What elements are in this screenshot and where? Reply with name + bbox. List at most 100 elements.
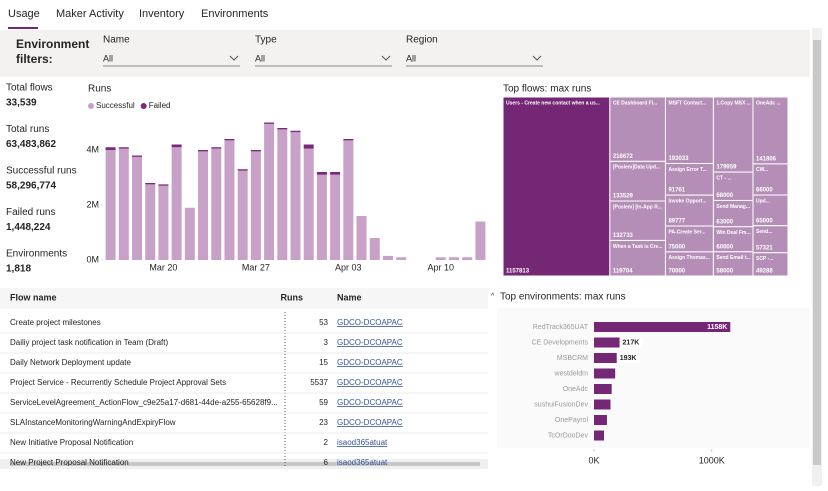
cell-link[interactable]: GDCO-DCOAPAC <box>337 338 403 347</box>
bar-segment <box>462 257 473 260</box>
bar-segment <box>356 216 367 260</box>
cell-value: 119704 <box>613 269 633 275</box>
chart-title: Top environments: max runs <box>500 292 626 303</box>
cell-link[interactable]: GDCO-DCOAPAC <box>337 378 403 387</box>
bar[interactable] <box>594 322 731 332</box>
tab[interactable]: Inventory <box>139 8 185 20</box>
bar-segment <box>211 148 222 260</box>
value-label: 217K <box>623 339 640 346</box>
cell: ServiceLevelAgreement_ActionFlow_c9e25a1… <box>10 398 278 407</box>
cell-name: When a Task is Cre... <box>613 244 663 250</box>
bar-segment <box>475 221 486 260</box>
column-header[interactable]: Flow name <box>10 292 57 302</box>
y-tick-label: OnePayrol <box>555 417 589 424</box>
cell-value: 63000 <box>716 219 733 225</box>
cell-link[interactable]: GDCO-DCOAPAC <box>337 398 403 407</box>
cell: 59 <box>319 398 328 407</box>
label-bg <box>620 337 643 348</box>
treemap-cell[interactable] <box>752 194 789 227</box>
cell-link[interactable]: GDCO-DCOAPAC <box>337 318 403 327</box>
bar-segment <box>250 150 261 152</box>
y-tick-label: MSBCRM <box>557 355 588 362</box>
treemap-cell[interactable] <box>712 226 754 253</box>
kpi-label: Successful runs <box>6 166 77 177</box>
bar-segment <box>224 140 235 260</box>
bar-segment <box>303 148 314 260</box>
bar[interactable] <box>594 399 611 410</box>
value-label: 1158K <box>707 324 727 331</box>
label-bg <box>617 353 640 363</box>
treemap-cell[interactable] <box>609 96 666 162</box>
y-tick-label: sushuiFusionDev <box>534 401 588 408</box>
tab[interactable]: Maker Activity <box>56 8 124 20</box>
bar-segment <box>382 255 393 260</box>
h-scroll-thumb[interactable] <box>10 462 480 466</box>
bar[interactable] <box>594 415 607 425</box>
cell-value: 68000 <box>716 193 733 199</box>
bar[interactable] <box>594 384 612 394</box>
cell-value: 216672 <box>613 154 634 160</box>
cell-name: SCP -... <box>756 256 774 262</box>
bar-segment <box>118 147 129 149</box>
treemap-cell[interactable] <box>664 96 714 165</box>
bar-segment <box>211 147 222 149</box>
bar[interactable] <box>594 430 605 441</box>
treemap-cell[interactable] <box>502 96 611 277</box>
bar[interactable] <box>594 353 617 363</box>
legend-label: Successful <box>96 101 135 110</box>
bar[interactable] <box>594 368 616 379</box>
treemap-cell[interactable] <box>712 96 754 173</box>
kpi-value: 63,483,862 <box>6 139 56 150</box>
bar-segment <box>316 172 327 175</box>
bar-segment <box>250 151 261 260</box>
scroll-up[interactable]: ^ <box>491 293 495 300</box>
treemap-cell[interactable] <box>752 96 789 165</box>
treemap-cell[interactable] <box>752 163 789 196</box>
cell-link[interactable]: isaod365atuat <box>337 438 388 447</box>
bar-segment <box>198 150 209 152</box>
cell: 3 <box>324 338 329 347</box>
tab[interactable]: Usage <box>8 8 40 20</box>
cell-name: Win Deal Fm... <box>716 230 751 236</box>
treemap-cell[interactable] <box>752 225 789 254</box>
cell-name: [Poslem]Data Upd... <box>613 165 661 171</box>
cell-link[interactable]: GDCO-DCOAPAC <box>337 418 403 427</box>
filter-value[interactable]: All <box>406 53 416 63</box>
bar-segment <box>330 172 341 175</box>
cell-link[interactable]: isaod365atuat <box>337 458 388 467</box>
cell-value: 60000 <box>716 244 733 250</box>
bar-segment <box>145 183 156 185</box>
bar-segment <box>343 140 354 260</box>
kpi-label: Total flows <box>6 83 53 94</box>
bar-segment <box>184 207 195 260</box>
bar-segment <box>198 151 209 260</box>
cell: New Project Proposal Notification <box>10 458 129 467</box>
kpi-value: 1,818 <box>6 264 31 275</box>
cell-name: MSFT Contact... <box>668 100 706 106</box>
bar-segment <box>237 170 248 260</box>
y-tick-label: RedTrack365UAT <box>533 324 589 331</box>
treemap-cell[interactable] <box>712 171 754 201</box>
filter-label: Environment filters: <box>16 37 90 66</box>
legend-dot <box>140 103 147 109</box>
bar[interactable] <box>594 337 620 348</box>
tab[interactable]: Environments <box>201 8 269 20</box>
filter-panel <box>0 30 810 77</box>
scroll-thumb[interactable] <box>813 40 821 465</box>
table-header-bg <box>0 288 488 309</box>
bar-segment <box>237 169 248 171</box>
cell: Dailiy project task notification in Team… <box>10 338 168 347</box>
treemap-cell[interactable] <box>609 239 666 277</box>
filter-value[interactable]: All <box>103 53 113 63</box>
bar-segment <box>158 185 169 260</box>
cell-link[interactable]: GDCO-DCOAPAC <box>337 358 403 367</box>
bar-segment <box>303 144 314 149</box>
treemap-cell[interactable] <box>664 225 714 253</box>
bar-segment <box>396 257 407 260</box>
column-header[interactable]: Name <box>337 292 362 302</box>
cell-value: 70000 <box>668 269 685 275</box>
cell: 2 <box>324 438 329 447</box>
column-header[interactable]: Runs <box>281 292 304 302</box>
filter-value[interactable]: All <box>255 53 265 63</box>
treemap-cell[interactable] <box>752 252 789 277</box>
